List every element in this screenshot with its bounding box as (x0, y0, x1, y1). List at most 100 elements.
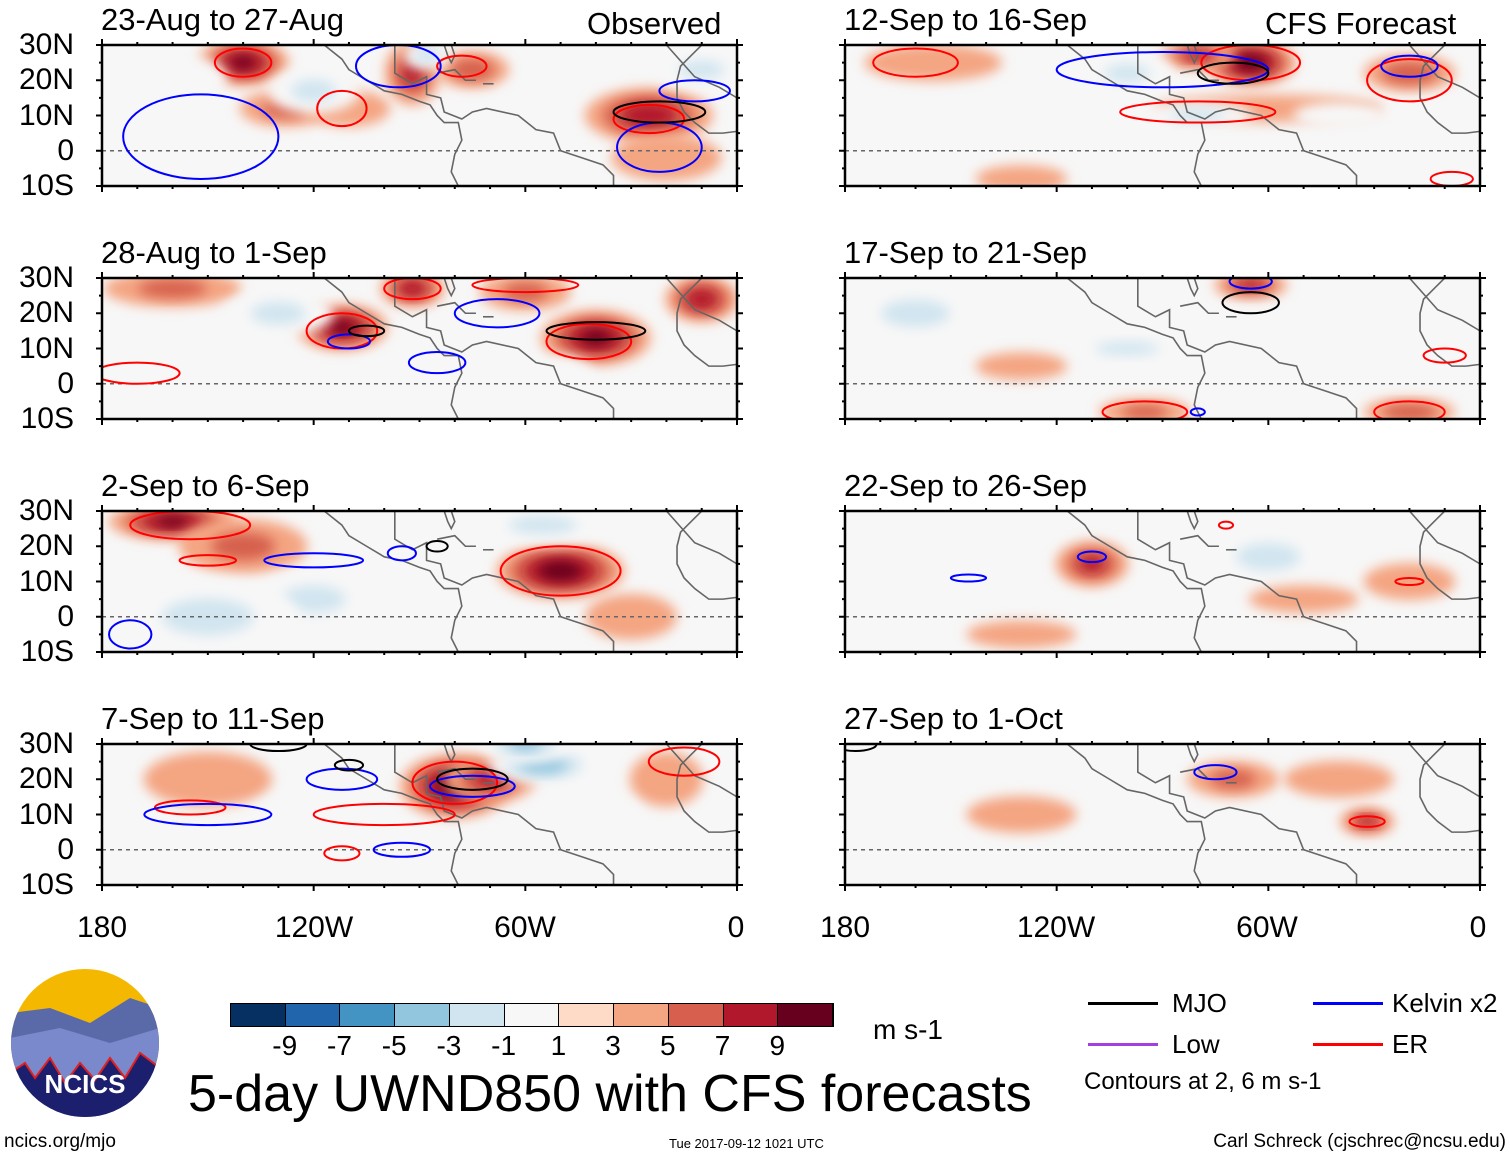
panel-title: 17-Sep to 21-Sep (844, 235, 1088, 270)
coastline (1408, 744, 1480, 798)
er-contour (102, 361, 181, 385)
panel-title: 22-Sep to 26-Sep (844, 468, 1088, 503)
er-contour (612, 103, 686, 135)
colorbar-swatch (285, 1004, 341, 1026)
er-contour (1373, 400, 1446, 419)
westerly-anomaly (539, 561, 583, 581)
panel-title: 27-Sep to 1-Oct (844, 701, 1063, 736)
coastline (665, 45, 737, 99)
easterly-anomaly (881, 299, 950, 327)
lat-label: 10N (18, 564, 74, 598)
coastline (1408, 511, 1480, 565)
westerly-anomaly (966, 796, 1077, 833)
footer-url[interactable]: ncics.org/mjo (4, 1131, 116, 1152)
easterly-anomaly (117, 52, 228, 108)
westerly-anomaly (629, 751, 704, 807)
westerly-anomaly (211, 532, 276, 560)
kelvin-contour (355, 45, 442, 89)
kelvin-contour (1055, 51, 1270, 89)
colorbar-swatch (559, 1004, 615, 1026)
lon-label: 120W (1016, 911, 1096, 944)
colorbar-swatch (614, 1004, 669, 1026)
colorbar-swatch (668, 1004, 724, 1026)
westerly-anomaly (1357, 816, 1377, 827)
colorbar-swatch (723, 1004, 779, 1026)
easterly-anomaly (550, 796, 642, 833)
kelvin-contour (386, 545, 417, 562)
kelvin-contour (372, 841, 432, 858)
kelvin-contour (1228, 278, 1273, 290)
map-panel (96, 738, 743, 891)
easterly-anomaly (290, 79, 337, 103)
coastline (665, 744, 737, 798)
coastline (394, 278, 615, 419)
coastline (1137, 511, 1358, 652)
lat-label: 10N (18, 797, 74, 831)
lat-label: 10S (20, 169, 74, 202)
kelvin-contour (407, 351, 467, 375)
coastline (436, 534, 476, 548)
colorbar-swatch (340, 1004, 396, 1026)
coastline (665, 511, 737, 565)
easterly-anomaly (678, 60, 725, 79)
westerly-anomaly (966, 620, 1077, 649)
lat-label: 20N (18, 529, 74, 563)
er-contour (1348, 815, 1386, 828)
ncics-logo: NCICS (11, 969, 159, 1117)
kelvin-contour (949, 573, 988, 583)
lon-label: 0 (727, 911, 745, 944)
cfs-forecast-label: CFS Forecast (1265, 6, 1457, 41)
coastline (1419, 511, 1480, 600)
kelvin-contour (305, 767, 379, 791)
lat-label: 10N (18, 331, 74, 365)
lon-label: 0 (1469, 911, 1487, 944)
coastline (323, 278, 463, 419)
map-panel (96, 39, 743, 192)
easterly-anomaly (886, 571, 1016, 627)
lat-label: 0 (57, 832, 74, 866)
coastline (676, 744, 737, 833)
westerly-anomaly (1363, 563, 1456, 600)
mjo-contour (612, 100, 707, 124)
kelvin-contour (429, 774, 516, 798)
er-contour (178, 554, 238, 567)
colorbar-tick-label: -9 (272, 1030, 298, 1061)
coastline (1179, 68, 1219, 82)
coastline (1066, 511, 1206, 652)
er-contour (1422, 347, 1467, 364)
lat-label: 30N (18, 28, 74, 61)
coastline (1066, 45, 1206, 186)
figure-title: 5-day UWND850 with CFS forecasts (188, 1065, 1032, 1123)
mjo-contour (436, 767, 509, 791)
westerly-anomaly (975, 165, 1068, 186)
easterly-anomaly (1293, 101, 1385, 130)
panel-title: 23-Aug to 27-Aug (101, 2, 345, 37)
footer-timestamp: Tue 2017-09-12 1021 UTC (669, 1136, 824, 1151)
lat-label: 30N (18, 261, 74, 294)
colorbar-swatch (504, 1004, 560, 1026)
mjo-contour (845, 744, 878, 753)
coastline (443, 278, 456, 298)
panel-title: 2-Sep to 6-Sep (101, 468, 310, 503)
easterly-anomaly (1081, 121, 1174, 159)
westerly-anomaly (143, 751, 273, 807)
kelvin-contour (1193, 764, 1238, 781)
colorbar (230, 1003, 834, 1027)
westerly-anomaly (582, 331, 610, 345)
kelvin-contour (1076, 550, 1108, 564)
lat-label: 0 (57, 133, 74, 167)
easterly-anomaly (1095, 341, 1160, 356)
er-contour (323, 845, 361, 862)
er-legend-label: ER (1392, 1029, 1429, 1059)
colorbar-tick-label: 7 (714, 1030, 731, 1061)
easterly-anomaly (1274, 303, 1404, 359)
westerly-anomaly (330, 321, 354, 334)
easterly-anomaly (250, 301, 306, 325)
coastline (1137, 45, 1358, 186)
lat-label: 20N (18, 63, 74, 97)
westerly-anomaly (1121, 405, 1168, 419)
colorbar-tick-label: 5 (660, 1030, 676, 1061)
coastline (394, 744, 615, 885)
colorbar-tick-label: 1 (550, 1030, 567, 1061)
map-panel (96, 272, 743, 425)
